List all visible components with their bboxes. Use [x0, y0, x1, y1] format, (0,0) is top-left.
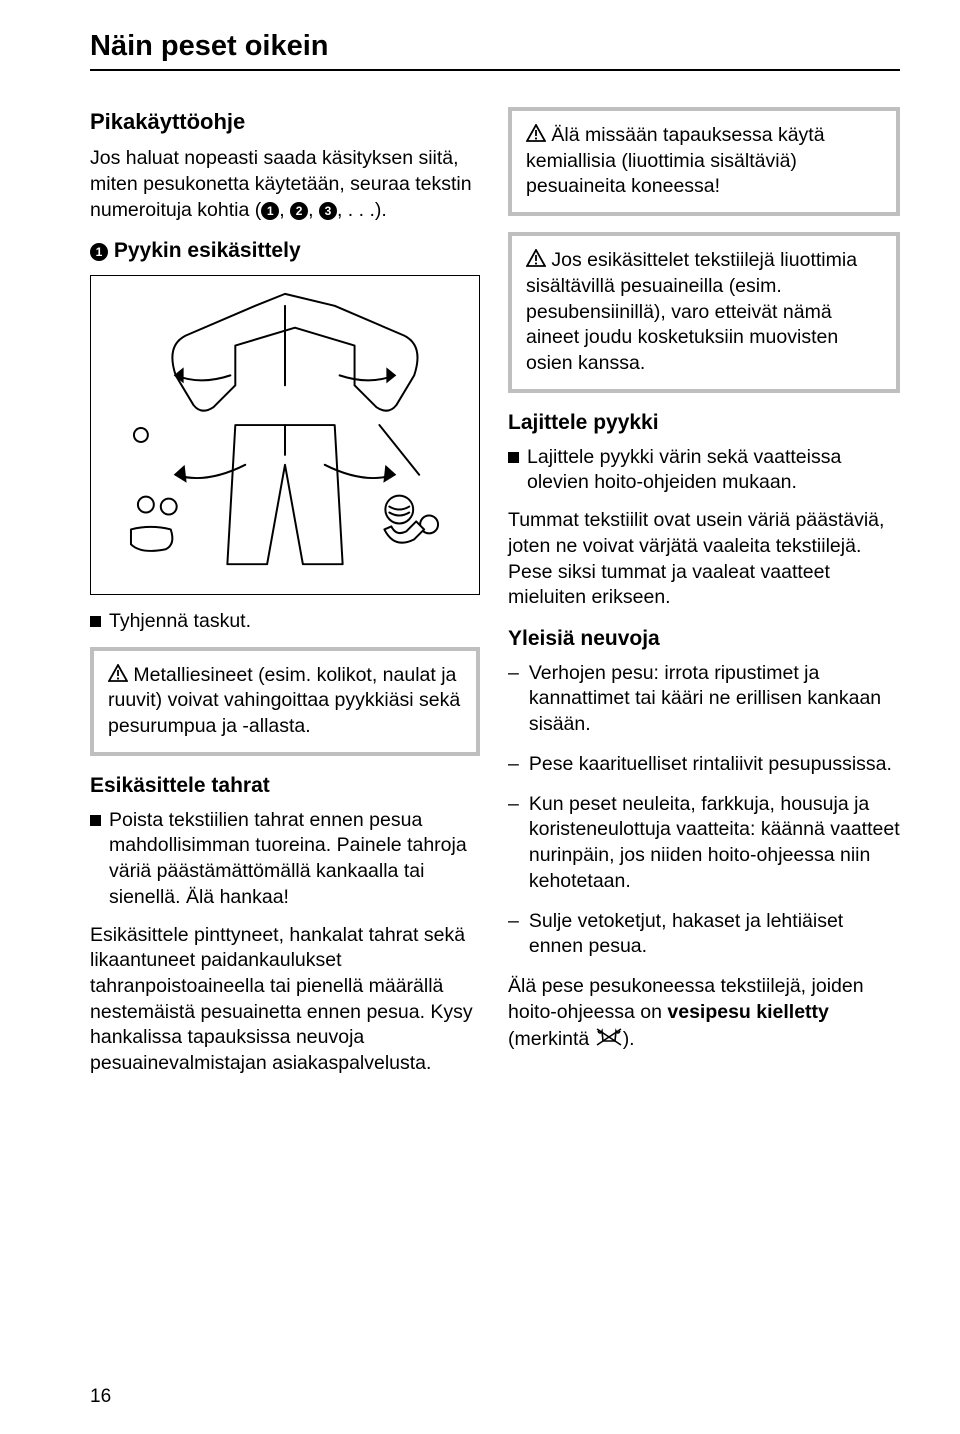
- columns: Pikakäyttöohje Jos haluat nopeasti saada…: [90, 107, 900, 1091]
- bullet-empty-pockets: Tyhjennä taskut.: [90, 609, 480, 635]
- do-not-wash-icon: [595, 1026, 623, 1048]
- advice-inside-out: – Kun peset neuleita, farkkuja, housuja …: [508, 792, 900, 895]
- sort-laundry-heading: Lajittele pyykki: [508, 409, 900, 437]
- numbered-circle-3-icon: 3: [319, 202, 337, 220]
- page-title: Näin peset oikein: [90, 30, 900, 71]
- right-column: Älä missään tapauksessa käytä kemiallisi…: [508, 107, 900, 1091]
- dash-text: Sulje vetoketjut, hakaset ja lehtiäiset …: [529, 909, 900, 960]
- numbered-circle-2-icon: 2: [290, 202, 308, 220]
- advice-zips: – Sulje vetoketjut, hakaset ja lehtiäise…: [508, 909, 900, 960]
- page-number: 16: [90, 1386, 111, 1408]
- warning-text: Jos esikäsittelet tekstiilejä liuottimia…: [526, 249, 857, 374]
- text: , . . .).: [337, 199, 387, 221]
- dash-text: Kun peset neuleita, farkkuja, housuja ja…: [529, 792, 900, 895]
- bullet-text: Lajittele pyykki värin sekä vaatteissa o…: [527, 445, 900, 496]
- bullet-pretreat-stains: Poista tekstiilien tahrat ennen pesua ma…: [90, 808, 480, 911]
- advice-bras: – Pese kaarituelliset rintaliivit pesupu…: [508, 752, 900, 778]
- dash-bullet-icon: –: [508, 792, 519, 895]
- pretreat-heading: Esikäsittele tahrat: [90, 772, 480, 800]
- square-bullet-icon: [508, 452, 519, 463]
- warning-solvent-plastics: Jos esikäsittelet tekstiilejä liuottimia…: [508, 232, 900, 393]
- page: Näin peset oikein Pikakäyttöohje Jos hal…: [0, 0, 960, 1434]
- bullet-sort-laundry: Lajittele pyykki värin sekä vaatteissa o…: [508, 445, 900, 496]
- square-bullet-icon: [90, 616, 101, 627]
- bullet-text: Poista tekstiilien tahrat ennen pesua ma…: [109, 808, 480, 911]
- warning-text: Älä missään tapauksessa käytä kemiallisi…: [526, 124, 825, 197]
- general-advice-heading: Yleisiä neuvoja: [508, 625, 900, 653]
- advice-curtains: – Verhojen pesu: irrota ripustimet ja ka…: [508, 661, 900, 738]
- clothes-pockets-illustration-icon: [91, 276, 479, 594]
- numbered-circle-1-icon: 1: [261, 202, 279, 220]
- numbered-circle-1-icon: 1: [90, 243, 108, 261]
- quick-guide-heading: Pikakäyttöohje: [90, 107, 480, 136]
- step-1-label: Pyykin esikäsittely: [114, 239, 301, 262]
- text: ,: [308, 199, 319, 221]
- dash-text: Verhojen pesu: irrota ripustimet ja kann…: [529, 661, 900, 738]
- do-not-wash-paragraph: Älä pese pesukoneessa tekstiilejä, joide…: [508, 974, 900, 1052]
- text: (merkintä: [508, 1028, 595, 1050]
- text-bold: vesipesu kielletty: [667, 1001, 829, 1023]
- warning-triangle-icon: [526, 124, 546, 142]
- dash-bullet-icon: –: [508, 661, 519, 738]
- text: ,: [279, 199, 290, 221]
- square-bullet-icon: [90, 815, 101, 826]
- dash-bullet-icon: –: [508, 909, 519, 960]
- warning-text: Metalliesineet (esim. kolikot, naulat ja…: [108, 664, 460, 737]
- dash-bullet-icon: –: [508, 752, 519, 778]
- warning-triangle-icon: [526, 249, 546, 267]
- bullet-text: Tyhjennä taskut.: [109, 609, 251, 635]
- dash-text: Pese kaarituelliset rintaliivit pesupuss…: [529, 752, 892, 778]
- step-1-heading: 1 Pyykin esikäsittely: [90, 237, 480, 265]
- warning-triangle-icon: [108, 664, 128, 682]
- warning-metal-objects: Metalliesineet (esim. kolikot, naulat ja…: [90, 647, 480, 756]
- quick-guide-intro: Jos haluat nopeasti saada käsityksen sii…: [90, 146, 480, 223]
- sort-paragraph: Tummat tekstiilit ovat usein väriä pääst…: [508, 508, 900, 611]
- left-column: Pikakäyttöohje Jos haluat nopeasti saada…: [90, 107, 480, 1091]
- text: ).: [623, 1028, 635, 1050]
- pretreatment-illustration: [90, 275, 480, 595]
- warning-no-chemicals: Älä missään tapauksessa käytä kemiallisi…: [508, 107, 900, 216]
- pretreat-paragraph: Esikäsittele pinttyneet, hankalat tahrat…: [90, 923, 480, 1077]
